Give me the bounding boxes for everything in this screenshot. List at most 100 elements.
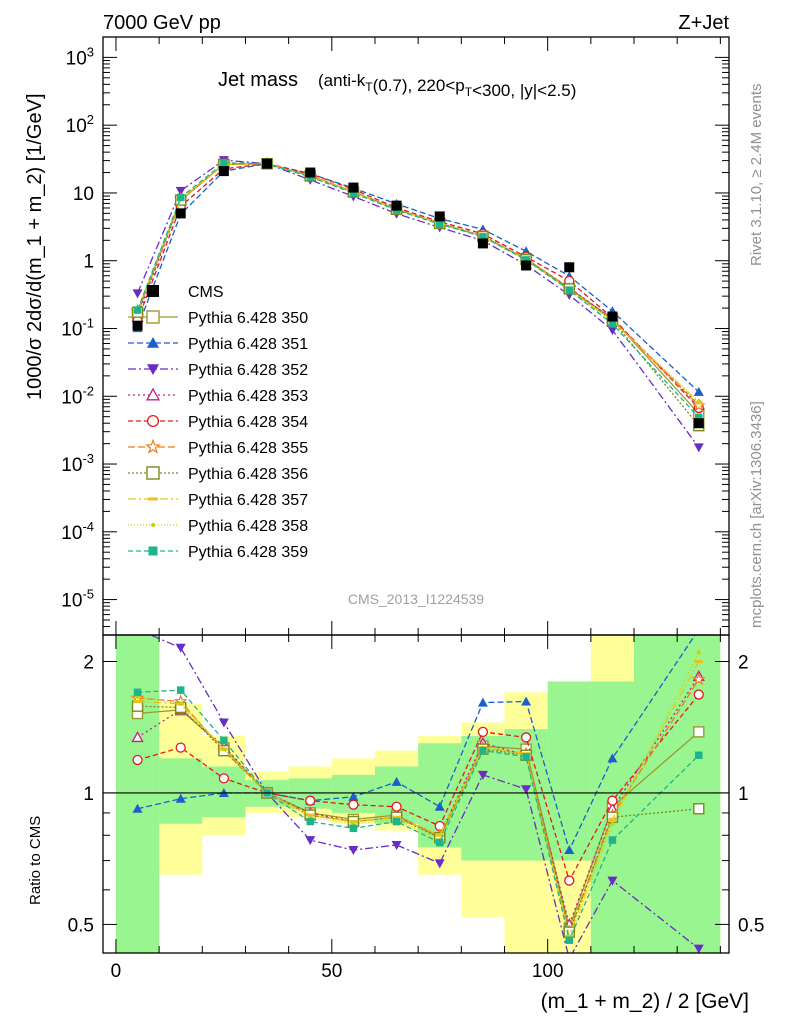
side-label-rivet: Rivet 3.1.10, ≥ 2.4M events xyxy=(748,84,765,267)
main-series-point xyxy=(132,289,143,299)
y-tick-label: 10-3 xyxy=(61,451,94,476)
side-label-mcplots: mcplots.cern.ch [arXiv:1306.3436] xyxy=(748,401,765,628)
legend-label: Pythia 6.428 354 xyxy=(188,414,308,431)
main-series-point xyxy=(435,220,444,228)
ratio-series-point xyxy=(522,753,530,761)
band-green-bin xyxy=(547,681,591,861)
legend-entry: Pythia 6.428 359 xyxy=(128,544,308,561)
main-series-point xyxy=(607,326,618,336)
data-point xyxy=(175,208,186,219)
header-right: Z+Jet xyxy=(678,12,729,34)
ratio-series-point xyxy=(434,859,445,869)
legend-entry: Pythia 6.428 353 xyxy=(128,387,308,405)
data-point xyxy=(305,167,316,178)
ratio-series-point xyxy=(564,875,575,886)
ratio-series-point xyxy=(691,672,706,686)
data-point xyxy=(521,260,532,271)
legend-entry: Pythia 6.428 357 xyxy=(128,492,308,509)
legend-entry: Pythia 6.428 358 xyxy=(128,518,308,535)
legend-label: Pythia 6.428 350 xyxy=(188,310,308,327)
main-series-point xyxy=(479,233,487,241)
ratio-series-point xyxy=(392,815,401,819)
legend-label: Pythia 6.428 357 xyxy=(188,492,308,509)
legend-marker xyxy=(151,523,155,527)
ratio-series-point xyxy=(175,643,186,653)
band-green-bin xyxy=(115,635,160,953)
ratio-series-point xyxy=(565,936,574,944)
ratio-series-point xyxy=(391,776,402,786)
main-series-point xyxy=(220,159,228,167)
legend-marker xyxy=(146,466,160,480)
ratio-series-point xyxy=(435,838,444,847)
main-series-point xyxy=(522,256,530,264)
ratio-series-point xyxy=(348,799,359,810)
ratio-series-point xyxy=(175,742,186,753)
legend-label: Pythia 6.428 353 xyxy=(188,388,308,405)
ratio-series-point xyxy=(391,840,402,850)
y-tick-label: 10-5 xyxy=(61,587,94,612)
data-point xyxy=(262,158,273,169)
ratio-series-point xyxy=(133,688,142,697)
x-tick-label: 50 xyxy=(321,961,342,982)
legend-label: Pythia 6.428 352 xyxy=(188,362,308,379)
ratio-y-axis-label: Ratio to CMS xyxy=(27,816,44,905)
y-tick-label: 103 xyxy=(66,44,94,69)
ratio-series-point xyxy=(131,731,144,743)
ratio-series-point xyxy=(693,803,705,815)
data-point xyxy=(564,262,575,273)
band-green-bin xyxy=(634,635,678,953)
ratio-series-point xyxy=(391,801,402,812)
ratio-series-point xyxy=(221,747,226,752)
main-series-point xyxy=(349,189,358,197)
legend-marker xyxy=(146,414,160,428)
x-axis-label: (m_1 + m_2) / 2 [GeV] xyxy=(541,990,749,1013)
legend: CMS Pythia 6.428 350 Pythia 6.428 351 Pythi… xyxy=(128,284,308,561)
ratio-y-tick-label-left: 2 xyxy=(83,653,94,674)
main-series-line xyxy=(136,163,700,393)
ratio-series-point xyxy=(608,836,617,844)
watermark: CMS_2013_I1224539 xyxy=(348,591,484,607)
legend-marker xyxy=(145,387,161,401)
ratio-series-point xyxy=(175,793,186,803)
legend-label: Pythia 6.428 355 xyxy=(188,440,308,457)
y-tick-label: 10 xyxy=(73,184,94,205)
ratio-series-point xyxy=(696,650,701,655)
ratio-y-tick-label-right: 2 xyxy=(738,653,749,674)
ratio-series-point xyxy=(178,701,183,706)
legend-entry: Pythia 6.428 354 xyxy=(128,414,308,431)
main-series-point xyxy=(175,186,186,196)
ratio-series-point xyxy=(133,625,143,634)
legend-marker xyxy=(145,438,161,454)
x-tick-label: 0 xyxy=(111,961,122,982)
ratio-series-point xyxy=(218,773,230,784)
main-series-point xyxy=(696,399,701,404)
ratio-series-point xyxy=(349,824,358,833)
main-series-point xyxy=(565,286,574,294)
ratio-series-point xyxy=(305,795,316,806)
ratio-series-point xyxy=(694,660,703,664)
chart-title-sub: (anti-kT(0.7), 220<pT<300, |y|<2.5) xyxy=(318,71,576,100)
legend-label: CMS xyxy=(188,284,224,301)
legend-entry: Pythia 6.428 356 xyxy=(128,466,308,483)
ratio-series-point xyxy=(435,833,444,837)
ratio-series-point xyxy=(607,795,618,806)
ratio-series-point xyxy=(477,726,489,738)
legend-marker xyxy=(146,310,160,324)
ratio-series-point xyxy=(610,821,615,826)
ratio-series-point xyxy=(176,686,185,694)
data-point xyxy=(132,320,143,331)
x-tick-label: 100 xyxy=(532,961,564,982)
ratio-series-point xyxy=(693,726,705,738)
main-series-point xyxy=(176,193,185,202)
data-point xyxy=(607,311,618,322)
ratio-series-point xyxy=(132,754,143,766)
chart-title-main: Jet mass xyxy=(218,69,298,91)
data-point xyxy=(477,238,488,249)
legend-entry: Pythia 6.428 351 xyxy=(128,336,308,353)
ratio-series-point xyxy=(348,846,359,856)
legend-marker xyxy=(147,364,159,375)
legend-marker xyxy=(148,546,158,556)
ratio-series-point xyxy=(434,801,445,811)
